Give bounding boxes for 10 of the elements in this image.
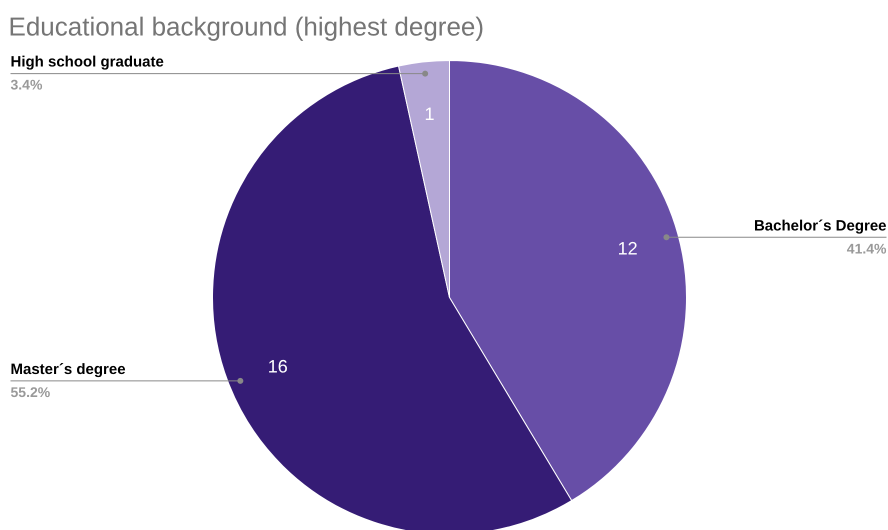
data-label: 12 bbox=[618, 238, 638, 259]
data-label: 16 bbox=[268, 356, 288, 376]
slice-label: High school graduate bbox=[10, 54, 164, 71]
text: 41.4% bbox=[846, 240, 888, 256]
text: 55.2% bbox=[10, 384, 51, 400]
text: 3.4% bbox=[10, 76, 43, 93]
slice-label: Master´s degree bbox=[10, 360, 126, 378]
data-label: 1 bbox=[424, 104, 435, 124]
chart-title: Educational background (highest degree) bbox=[8, 12, 484, 42]
slice-label: Bachelor´s Degree bbox=[754, 217, 887, 234]
